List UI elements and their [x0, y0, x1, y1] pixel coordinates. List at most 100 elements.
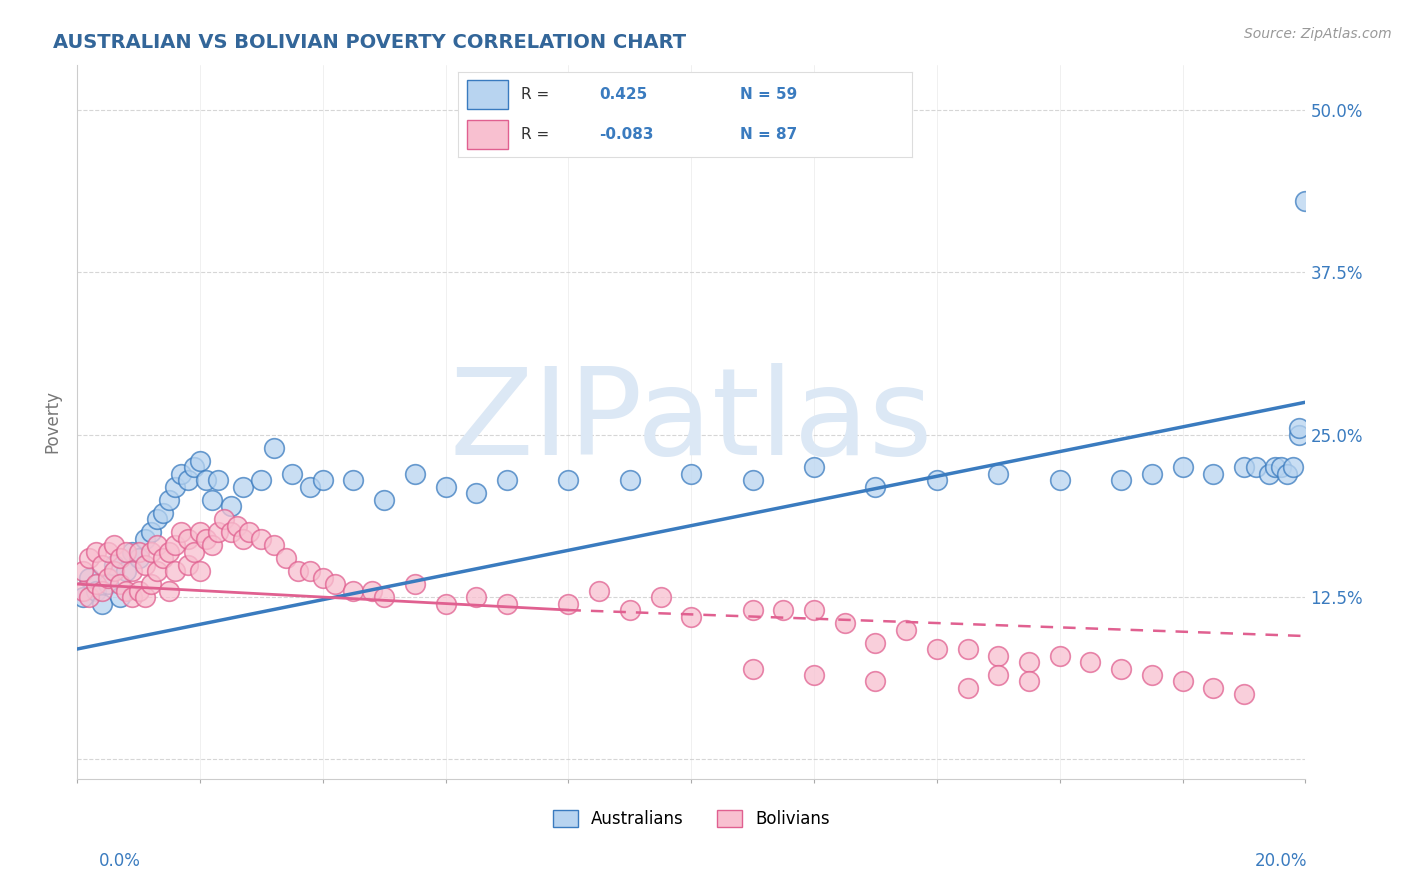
Text: Source: ZipAtlas.com: Source: ZipAtlas.com — [1244, 27, 1392, 41]
Point — [201, 492, 224, 507]
Text: AUSTRALIAN VS BOLIVIAN POVERTY CORRELATION CHART: AUSTRALIAN VS BOLIVIAN POVERTY CORRELATI… — [52, 33, 686, 52]
Point — [103, 564, 125, 578]
Point — [865, 480, 887, 494]
Point — [72, 564, 94, 578]
Point — [134, 590, 156, 604]
Point — [72, 590, 94, 604]
Point — [312, 571, 335, 585]
Point — [232, 532, 254, 546]
Point — [1275, 467, 1298, 481]
Point — [987, 648, 1010, 663]
Point — [342, 473, 364, 487]
Point — [1140, 467, 1163, 481]
Point — [146, 538, 169, 552]
Point — [128, 551, 150, 566]
Point — [84, 544, 107, 558]
Point — [434, 597, 457, 611]
Point — [128, 544, 150, 558]
Point — [176, 558, 198, 572]
Point — [219, 499, 242, 513]
Point — [170, 525, 193, 540]
Point — [588, 583, 610, 598]
Point — [195, 532, 218, 546]
Point — [1109, 473, 1132, 487]
Point — [139, 544, 162, 558]
Point — [1109, 661, 1132, 675]
Point — [803, 668, 825, 682]
Point — [152, 551, 174, 566]
Point — [465, 486, 488, 500]
Point — [557, 473, 579, 487]
Point — [90, 597, 112, 611]
Point — [741, 473, 763, 487]
Point — [207, 473, 229, 487]
Point — [772, 603, 794, 617]
Point — [803, 603, 825, 617]
Point — [1257, 467, 1279, 481]
Point — [121, 544, 143, 558]
Point — [299, 480, 322, 494]
Point — [79, 571, 101, 585]
Point — [214, 512, 236, 526]
Point — [342, 583, 364, 598]
Point — [360, 583, 382, 598]
Point — [115, 564, 138, 578]
Point — [373, 590, 395, 604]
Point — [176, 532, 198, 546]
Point — [103, 538, 125, 552]
Point — [128, 583, 150, 598]
Point — [1049, 473, 1071, 487]
Point — [1288, 427, 1310, 442]
Point — [956, 681, 979, 695]
Point — [1171, 460, 1194, 475]
Point — [232, 480, 254, 494]
Point — [139, 577, 162, 591]
Point — [201, 538, 224, 552]
Point — [146, 564, 169, 578]
Point — [987, 467, 1010, 481]
Point — [404, 577, 426, 591]
Point — [323, 577, 346, 591]
Point — [1233, 688, 1256, 702]
Point — [183, 460, 205, 475]
Point — [1270, 460, 1292, 475]
Point — [619, 603, 641, 617]
Point — [496, 597, 519, 611]
Point — [121, 590, 143, 604]
Point — [619, 473, 641, 487]
Point — [865, 635, 887, 649]
Point — [157, 544, 180, 558]
Point — [97, 544, 120, 558]
Point — [896, 623, 918, 637]
Point — [803, 460, 825, 475]
Point — [1018, 674, 1040, 689]
Y-axis label: Poverty: Poverty — [44, 390, 60, 453]
Point — [299, 564, 322, 578]
Point — [90, 558, 112, 572]
Point — [1288, 421, 1310, 435]
Point — [238, 525, 260, 540]
Point — [90, 583, 112, 598]
Point — [1049, 648, 1071, 663]
Point — [987, 668, 1010, 682]
Point — [650, 590, 672, 604]
Point — [188, 564, 211, 578]
Point — [121, 564, 143, 578]
Point — [97, 577, 120, 591]
Point — [84, 583, 107, 598]
Point — [741, 661, 763, 675]
Point — [1233, 460, 1256, 475]
Point — [146, 512, 169, 526]
Point — [312, 473, 335, 487]
Point — [281, 467, 304, 481]
Point — [496, 473, 519, 487]
Point — [1202, 467, 1225, 481]
Point — [207, 525, 229, 540]
Legend: Australians, Bolivians: Australians, Bolivians — [546, 804, 837, 835]
Point — [263, 441, 285, 455]
Point — [225, 518, 247, 533]
Point — [1140, 668, 1163, 682]
Point — [1246, 460, 1268, 475]
Text: 20.0%: 20.0% — [1256, 852, 1308, 870]
Text: 0.0%: 0.0% — [98, 852, 141, 870]
